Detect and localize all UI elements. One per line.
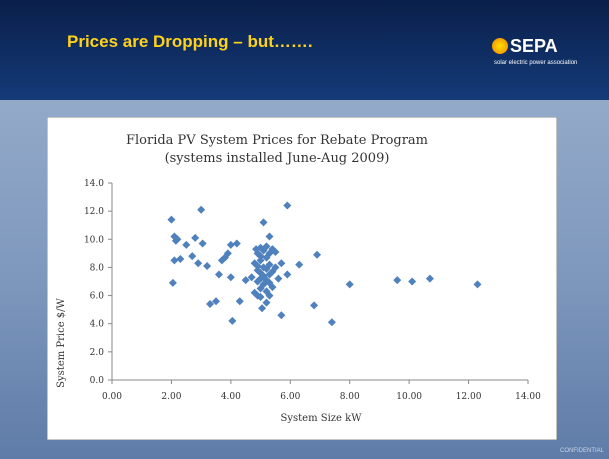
data-point (197, 205, 206, 214)
data-point (393, 276, 402, 285)
data-point (283, 270, 292, 279)
y-tick-label: 14.0 (84, 179, 104, 189)
data-point (167, 215, 176, 224)
data-point (191, 233, 200, 242)
data-point (262, 298, 271, 307)
data-point (256, 256, 265, 265)
data-point (265, 291, 274, 300)
data-point (425, 274, 434, 283)
slide-title: Prices are Dropping – but……. (67, 32, 313, 51)
y-tick-label: 12.0 (84, 207, 104, 217)
y-tick-label: 0.0 (90, 376, 105, 386)
data-point (176, 254, 185, 263)
data-point (345, 280, 354, 289)
data-point (271, 247, 280, 256)
x-tick-label: 0.00 (102, 392, 122, 402)
data-point (223, 249, 232, 258)
data-point (203, 262, 212, 271)
data-point (256, 252, 265, 261)
x-tick-label: 14.00 (515, 392, 541, 402)
logo-icon (492, 38, 508, 54)
chart: Florida PV System Prices for Rebate Prog… (47, 117, 557, 440)
data-point (247, 273, 256, 282)
data-point (310, 301, 319, 310)
data-point (265, 232, 274, 241)
data-point (274, 274, 283, 283)
data-point (268, 245, 277, 254)
data-point (226, 240, 235, 249)
data-point (259, 218, 268, 227)
x-tick-label: 12.00 (456, 392, 482, 402)
data-point (268, 283, 277, 292)
data-point (173, 235, 182, 244)
data-point (228, 316, 237, 325)
data-point (214, 270, 223, 279)
data-point (277, 311, 286, 320)
data-point (198, 239, 207, 248)
chart-subtitle: (systems installed June-Aug 2009) (165, 151, 390, 166)
data-point (250, 259, 259, 268)
x-tick-label: 2.00 (161, 392, 181, 402)
footer: CONFIDENTIAL (560, 448, 605, 454)
data-point (256, 292, 265, 301)
data-point (170, 256, 179, 265)
data-point (226, 273, 235, 282)
y-tick-label: 6.0 (90, 292, 105, 302)
logo: SEPA (510, 36, 558, 56)
data-point (271, 263, 280, 272)
data-point (206, 300, 215, 309)
data-point (313, 250, 322, 259)
data-point (408, 277, 417, 286)
data-point (232, 239, 241, 248)
data-point (277, 259, 286, 268)
data-point (182, 240, 191, 249)
data-point (194, 259, 203, 268)
y-tick-label: 10.0 (84, 235, 104, 245)
data-point (262, 264, 271, 273)
y-tick-label: 2.0 (90, 348, 105, 358)
data-point (265, 260, 274, 269)
y-axis-label: System Price $/W (56, 297, 67, 387)
y-tick-label: 8.0 (90, 263, 105, 273)
y-tick-label: 4.0 (90, 320, 105, 330)
x-axis-label: System Size kW (281, 413, 363, 424)
data-point (295, 260, 304, 269)
data-point (188, 252, 197, 261)
data-point (262, 242, 271, 251)
data-point (235, 297, 244, 306)
x-tick-label: 10.00 (396, 392, 422, 402)
data-point (241, 276, 250, 285)
data-point (168, 278, 177, 287)
data-point (253, 262, 262, 271)
data-point (473, 280, 482, 289)
logo-tagline: solar electric power association (494, 60, 578, 66)
data-point (170, 232, 179, 241)
data-point (265, 278, 274, 287)
data-point (212, 297, 220, 306)
x-tick-label: 4.00 (221, 392, 241, 402)
x-tick-label: 6.00 (280, 392, 300, 402)
data-point (258, 304, 267, 313)
data-point (327, 318, 336, 327)
header-band (0, 0, 609, 100)
data-point (283, 201, 292, 210)
chart-area (47, 117, 557, 440)
chart-title: Florida PV System Prices for Rebate Prog… (126, 133, 428, 148)
data-point (268, 267, 277, 276)
x-tick-label: 8.00 (340, 392, 360, 402)
